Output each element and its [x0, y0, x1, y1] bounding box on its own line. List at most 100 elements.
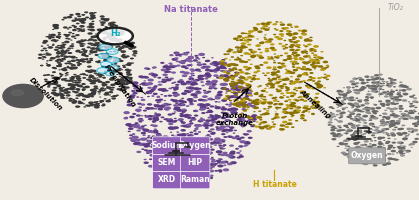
Circle shape	[165, 169, 168, 171]
Circle shape	[320, 68, 325, 71]
Circle shape	[382, 147, 385, 149]
Circle shape	[253, 106, 259, 109]
Circle shape	[241, 89, 243, 91]
Circle shape	[393, 100, 395, 102]
Circle shape	[163, 65, 168, 68]
Circle shape	[229, 126, 235, 129]
Circle shape	[89, 69, 93, 71]
Circle shape	[248, 92, 252, 94]
Circle shape	[352, 106, 354, 107]
Circle shape	[398, 99, 402, 101]
Circle shape	[264, 88, 267, 89]
Circle shape	[80, 58, 85, 61]
Circle shape	[181, 108, 186, 111]
Circle shape	[218, 91, 223, 93]
Circle shape	[352, 138, 357, 140]
Circle shape	[274, 97, 277, 98]
Circle shape	[127, 100, 131, 102]
Circle shape	[173, 104, 178, 107]
Circle shape	[221, 130, 226, 132]
Circle shape	[152, 124, 154, 126]
Circle shape	[195, 91, 202, 94]
Circle shape	[211, 121, 217, 123]
Circle shape	[276, 81, 280, 83]
Circle shape	[171, 143, 175, 145]
Circle shape	[357, 142, 360, 143]
Circle shape	[143, 80, 146, 82]
Circle shape	[389, 120, 395, 123]
Circle shape	[399, 147, 405, 149]
Circle shape	[161, 88, 165, 90]
Circle shape	[382, 79, 384, 80]
Circle shape	[236, 102, 241, 104]
Circle shape	[290, 49, 295, 51]
Circle shape	[371, 159, 374, 161]
Circle shape	[293, 56, 298, 58]
Circle shape	[293, 113, 295, 114]
Circle shape	[399, 84, 403, 86]
Circle shape	[292, 51, 297, 54]
Circle shape	[219, 147, 222, 148]
Circle shape	[134, 55, 137, 57]
Circle shape	[167, 168, 173, 171]
Circle shape	[61, 54, 65, 55]
Circle shape	[371, 116, 376, 119]
Circle shape	[311, 88, 315, 89]
Circle shape	[241, 32, 245, 34]
Circle shape	[402, 86, 406, 88]
Circle shape	[67, 34, 70, 36]
Circle shape	[348, 91, 352, 93]
Circle shape	[263, 96, 266, 98]
Circle shape	[385, 142, 389, 144]
Circle shape	[302, 33, 307, 36]
Circle shape	[394, 98, 400, 101]
Circle shape	[47, 46, 52, 49]
Circle shape	[290, 61, 292, 62]
Circle shape	[222, 112, 228, 115]
Circle shape	[237, 157, 241, 159]
Circle shape	[58, 34, 61, 35]
Circle shape	[68, 95, 70, 96]
Circle shape	[238, 103, 244, 106]
Circle shape	[148, 146, 151, 147]
Circle shape	[228, 136, 233, 138]
Circle shape	[359, 131, 362, 133]
Circle shape	[83, 20, 86, 21]
Circle shape	[370, 140, 373, 142]
Circle shape	[239, 116, 241, 117]
Circle shape	[96, 77, 98, 79]
Circle shape	[146, 77, 149, 79]
Circle shape	[174, 121, 177, 122]
Circle shape	[162, 73, 168, 76]
Circle shape	[90, 14, 96, 17]
Circle shape	[334, 100, 339, 103]
Circle shape	[186, 161, 192, 164]
Circle shape	[408, 131, 410, 132]
Circle shape	[268, 106, 272, 108]
Circle shape	[85, 75, 88, 76]
Circle shape	[85, 105, 89, 106]
Circle shape	[369, 117, 375, 119]
Circle shape	[128, 64, 131, 66]
Circle shape	[275, 21, 279, 23]
Circle shape	[393, 86, 396, 88]
Circle shape	[370, 96, 374, 98]
Circle shape	[265, 23, 270, 25]
Circle shape	[140, 119, 144, 121]
Circle shape	[173, 87, 179, 90]
Circle shape	[111, 38, 114, 39]
Circle shape	[346, 149, 352, 152]
Circle shape	[145, 107, 150, 110]
Circle shape	[408, 111, 412, 113]
Circle shape	[225, 154, 230, 156]
Circle shape	[72, 57, 75, 58]
Circle shape	[239, 77, 242, 79]
Circle shape	[401, 85, 407, 87]
Circle shape	[95, 55, 98, 56]
Circle shape	[401, 89, 406, 92]
Circle shape	[351, 126, 356, 128]
Circle shape	[109, 78, 114, 81]
Circle shape	[66, 72, 69, 73]
Circle shape	[160, 106, 164, 108]
Circle shape	[163, 103, 167, 106]
